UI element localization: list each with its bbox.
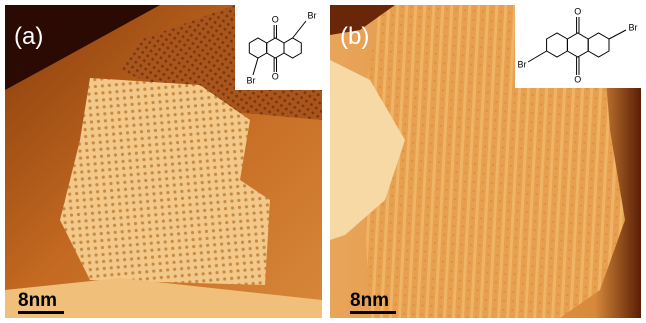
atom-label: O [272,71,279,81]
atom-label: O [574,74,581,84]
atom-label: Br [247,75,256,85]
panel-label: (a) [14,23,43,50]
atom-label: Br [518,59,527,69]
scale-bar-label: 8nm [350,290,389,311]
panel-b: (b) 8nm O O Br Br [330,5,641,318]
atom-label: O [272,14,279,24]
panel-a: (a) 8nm O O Br Br [5,5,322,318]
atom-label: O [574,6,581,16]
panel-label: (b) [340,23,369,50]
atom-label: Br [308,10,317,20]
atom-label: Br [629,22,638,32]
figure: (a) 8nm O O Br Br (b) 8nm O O Br Br [0,0,646,323]
scale-bar [350,311,396,314]
scale-bar-label: 8nm [18,290,57,311]
scale-bar [18,311,64,314]
